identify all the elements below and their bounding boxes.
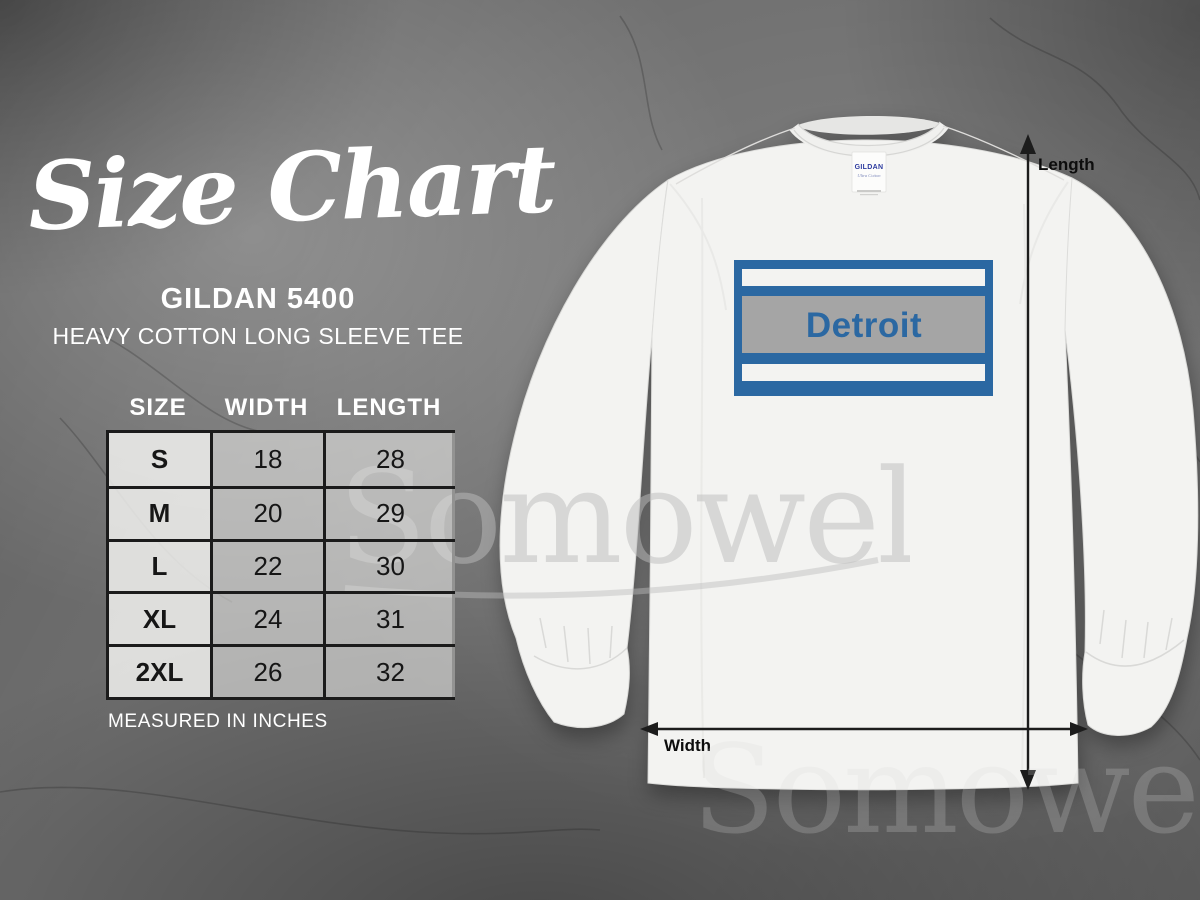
length-cell: 28 — [323, 433, 455, 486]
tag-print-line2 — [860, 194, 878, 196]
size-cell: 2XL — [109, 647, 210, 697]
design-city-text: Detroit — [806, 306, 922, 345]
size-table: S 18 28 M 20 29 L 22 30 XL 24 31 2XL 26 … — [106, 430, 455, 700]
tag-brand-text: GILDAN — [855, 164, 884, 171]
size-chart-panel: Size Chart GILDAN 5400 HEAVY COTTON LONG… — [0, 0, 557, 900]
tag-sub-text: Ultra Cotton — [857, 173, 881, 178]
length-arrow: Length — [1020, 134, 1095, 790]
width-arrowhead-left — [640, 722, 658, 736]
shirt-right-sleeve — [1063, 177, 1199, 736]
length-cell: 29 — [323, 488, 455, 539]
table-header-row: SIZE WIDTH LENGTH — [106, 394, 455, 422]
length-cell: 32 — [323, 647, 455, 697]
width-cell: 24 — [210, 594, 323, 645]
tag-print-line — [857, 190, 881, 192]
collar-opening — [796, 115, 942, 135]
design-stripe-bottom — [742, 364, 985, 381]
width-arrowhead-right — [1070, 722, 1088, 736]
table-row: S 18 28 — [109, 433, 455, 486]
shirt-left-sleeve — [499, 178, 669, 728]
width-cell: 20 — [210, 488, 323, 539]
design-stripe-top — [742, 269, 985, 286]
width-cell: 18 — [210, 433, 323, 486]
size-cell: M — [109, 488, 210, 539]
shirt-body — [647, 139, 1079, 791]
page-title: Size Chart — [26, 124, 557, 253]
size-cell: L — [109, 541, 210, 592]
neck-tag: GILDAN Ultra Cotton — [851, 151, 887, 196]
collar-band — [789, 121, 949, 157]
length-arrowhead-top — [1020, 134, 1036, 154]
units-note: MEASURED IN INCHES — [108, 711, 328, 732]
col-header-size: SIZE — [129, 394, 187, 421]
table-row: M 20 29 — [109, 485, 455, 539]
width-cell: 22 — [210, 541, 323, 592]
product-model: GILDAN 5400 — [160, 283, 356, 315]
length-cell: 30 — [323, 541, 455, 592]
chest-design: Detroit — [734, 260, 993, 396]
width-arrow: Width — [640, 722, 1088, 755]
product-description: HEAVY COTTON LONG SLEEVE TEE — [52, 323, 464, 349]
size-cell: S — [109, 433, 210, 486]
width-arrow-label: Width — [664, 736, 711, 755]
col-header-width: WIDTH — [224, 394, 309, 421]
fabric-folds — [669, 181, 1069, 779]
length-arrowhead-bottom — [1020, 770, 1036, 790]
table-row: L 22 30 — [109, 538, 455, 592]
length-cell: 31 — [323, 594, 455, 645]
product-heading: GILDAN 5400 HEAVY COTTON LONG SLEEVE TEE — [23, 283, 493, 350]
design-gray-band — [742, 296, 985, 353]
table-row: 2XL 26 32 — [109, 644, 455, 697]
cuff-seams — [533, 609, 1185, 670]
table-row: XL 24 31 — [109, 591, 455, 645]
shirt-mockup: GILDAN Ultra Cotton Detroit Length Width — [499, 115, 1199, 791]
length-arrow-label: Length — [1038, 155, 1095, 174]
shoulder-seams — [675, 125, 1065, 185]
width-cell: 26 — [210, 647, 323, 697]
size-cell: XL — [109, 594, 210, 645]
col-header-length: LENGTH — [336, 394, 442, 421]
